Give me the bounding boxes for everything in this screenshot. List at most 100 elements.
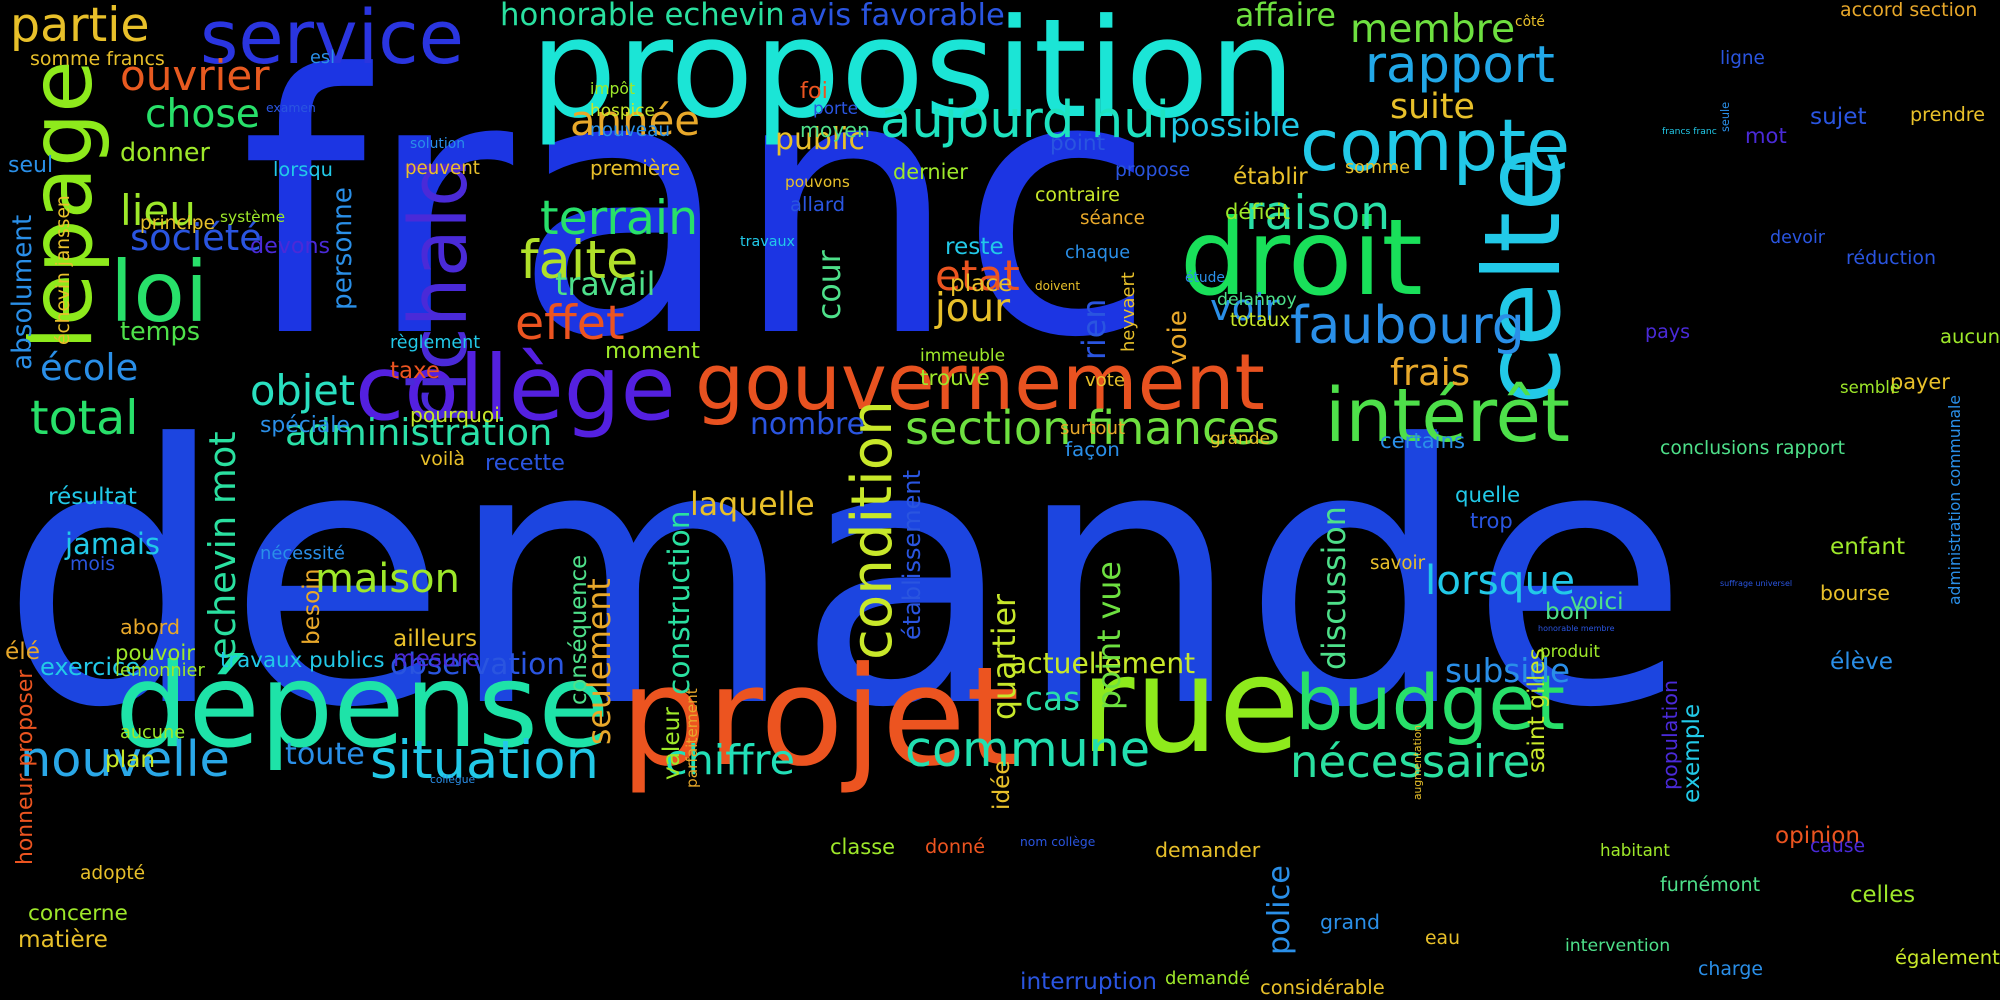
word-etablissement: établissement [898,470,926,640]
word-collegue: collègue [430,773,476,786]
word-ouvrier: ouvrier [120,51,270,100]
word-chiffre: chiffre [665,736,795,784]
word-doivent: doivent [1035,279,1081,293]
word-trop: trop [1470,508,1513,533]
word-aujourd-hui: aujourd hui [880,90,1170,150]
word-parfaitement: parfaitement [683,688,701,788]
word-travaux-publics: travaux publics [220,648,385,673]
word-cas: cas [1025,680,1081,718]
word-mot: mot [1745,123,1787,148]
word-reste: reste [945,233,1004,260]
word-accord-section: accord section [1840,0,1978,21]
word-etablir: établir [1233,163,1308,190]
word-projet: projet [620,638,1020,797]
word-interet: intérêt [1325,373,1570,459]
word-somme-francs: somme francs [30,48,165,70]
word-pays: pays [1645,320,1691,343]
word-etat: etat [935,251,1020,300]
word-celles: celles [1850,882,1916,908]
word-pouvons: pouvons [785,173,850,191]
word-societe: société [130,216,262,259]
word-francs-franc: francs franc [1662,126,1717,137]
word-point-vue: point vue [1092,561,1128,710]
word-seance: séance [1080,208,1145,229]
word-sujet: sujet [1810,103,1867,130]
word-service: service [200,0,464,81]
word-voie: voie [1163,310,1193,365]
word-idee: idée [988,760,1015,810]
word-population: population [1658,679,1682,790]
word-nom-college: nom collège [1020,835,1096,849]
word-certains: certains [1380,428,1466,453]
word-travail: travail [555,267,656,303]
word-peuvent: peuvent [405,158,480,179]
word-nouvelle: nouvelle [20,730,230,788]
word-eleve: élève [1830,648,1893,675]
word-discussion: discussion [1317,506,1353,670]
word-frais: frais [1390,351,1471,394]
word-echevin-janssen: échevin janssen [53,195,74,345]
word-richald: richald [393,156,485,425]
word-enfant: enfant [1830,533,1906,560]
word-reduction: réduction [1846,247,1937,269]
word-subside: subside [1445,652,1571,690]
word-effet: effet [515,296,625,351]
word-rue: rue [1080,629,1300,783]
word-cour: cour [812,250,848,320]
word-eau: eau [1425,928,1460,949]
word-semble: semble [1840,378,1901,397]
word-demande: demande [0,370,1690,786]
word-quartier: quartier [987,593,1023,720]
word-compte: compte [1300,104,1571,187]
word-place: place [950,270,1013,297]
word-chaque: chaque [1065,243,1131,263]
word-surtout: surtout [1060,418,1126,439]
word-possible: possible [1170,107,1301,144]
word-suffrage-universel: suffrage universel [1720,579,1793,588]
word-faite: faite [520,230,639,291]
word-somme: somme [1345,158,1411,178]
word-hospice: hospice [590,100,655,120]
word-donne: donné [925,835,986,858]
word-besoin: besoin [298,568,325,645]
word-lemonnier: lemonnier [115,660,205,681]
word-ecole: école [40,346,139,389]
word-examen: examen [266,100,316,115]
word-bourse: bourse [1820,581,1890,605]
word-nouveau: nouveau [590,120,671,141]
word-rien: rien [1077,298,1113,360]
word-demander: demander [1155,838,1261,862]
word-necessite: nécessité [260,543,345,564]
word-honneur-proposer: honneur proposer [13,669,38,865]
word-honorable-echevin: honorable echevin [500,0,785,33]
word-chose: chose [145,92,260,137]
word-saint-gilles: saint gilles [1523,648,1550,773]
word-moyen: moyen [800,118,870,142]
word-concerne: concerne [28,901,128,926]
word-loi: loi [110,243,209,341]
word-suite: suite [1390,87,1475,127]
word-augmentation: augmentation [1411,724,1424,800]
word-annee: année [570,96,701,145]
word-seule: seule [1719,101,1732,132]
word-considerable: considérable [1260,976,1385,999]
word-college: collège [355,337,676,441]
word-resultat: résultat [48,483,137,510]
word-totaux: totaux [1230,310,1291,331]
word-commune: commune [905,720,1151,778]
word-ele: élé [5,638,40,665]
word-esl: esl [310,48,336,68]
word-terrain: terrain [540,191,699,246]
word-demande: demandé [1165,968,1250,989]
word-ligne: ligne [1720,48,1765,69]
word-classe: classe [830,835,896,859]
word-ailleurs: ailleurs [393,625,478,652]
word-principe: principe [140,213,216,234]
word-bon: bon [1545,598,1589,625]
word-cote: côté [1515,14,1545,30]
word-interruption: interruption [1020,968,1157,995]
word-matiere: matière [18,926,108,953]
word-membre: membre [1350,7,1516,52]
word-produit: produit [1540,641,1600,661]
